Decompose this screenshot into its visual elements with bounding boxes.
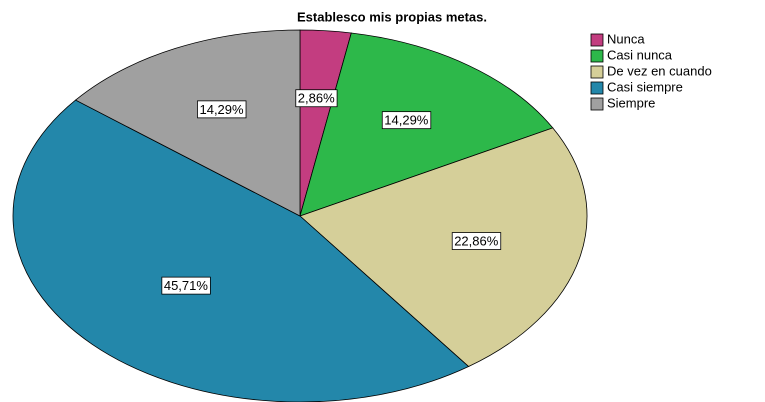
legend-label: De vez en cuando — [607, 63, 712, 78]
pie-slice — [12, 99, 470, 402]
chart-title: Establesco mis propias metas. — [297, 9, 487, 24]
data-label: 45,71% — [164, 278, 209, 293]
legend-label: Casi nunca — [607, 47, 673, 62]
data-label-box — [161, 276, 211, 295]
legend-label: Siempre — [607, 95, 655, 110]
legend-swatch — [590, 65, 604, 79]
legend-swatch — [590, 97, 604, 111]
legend-swatch — [590, 33, 604, 47]
legend-label: Casi siempre — [607, 79, 683, 94]
pie-slice — [74, 29, 301, 217]
data-label: 14,29% — [199, 102, 244, 117]
legend-swatch — [590, 49, 604, 63]
data-label-box — [451, 232, 502, 250]
pie-slice — [299, 127, 588, 367]
legend-swatch — [590, 81, 604, 95]
data-label-box — [295, 89, 338, 108]
data-label: 2,86% — [298, 91, 335, 106]
legend-label: Nunca — [607, 31, 645, 46]
data-label-box — [381, 111, 432, 130]
data-label: 14,29% — [384, 113, 429, 128]
data-label-box — [197, 100, 247, 119]
data-label: 22,86% — [454, 234, 499, 249]
